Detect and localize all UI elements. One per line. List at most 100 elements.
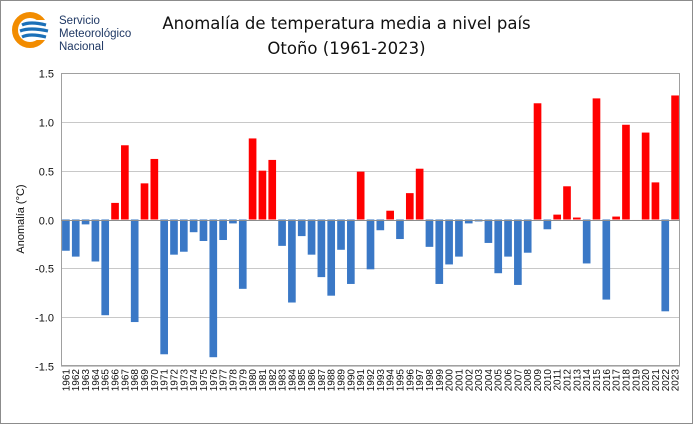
x-tick-label: 1977 (219, 369, 230, 392)
bar-1984 (288, 219, 296, 303)
bar-1998 (425, 219, 434, 247)
x-tick-label: 1961 (61, 369, 72, 392)
x-tick-label: 2006 (504, 369, 515, 392)
bar-2013 (573, 217, 581, 220)
bar-2014 (582, 219, 591, 264)
y-tick-label: 1.0 (39, 118, 54, 130)
bar-1987 (317, 219, 326, 278)
bar-2007 (514, 219, 522, 285)
bar-1980 (248, 138, 257, 220)
bar-1991 (356, 171, 365, 220)
bar-1975 (199, 219, 208, 241)
bar-2005 (494, 219, 503, 274)
bar-1999 (435, 219, 444, 284)
bar-2006 (504, 219, 512, 257)
bar-2021 (651, 182, 660, 220)
x-tick-label: 2022 (661, 369, 672, 392)
x-tick-label: 1989 (337, 369, 348, 392)
bar-1967 (121, 145, 129, 220)
x-tick-label: 1998 (425, 369, 436, 392)
bar-1962 (71, 219, 80, 257)
x-tick-label: 1972 (169, 369, 180, 392)
x-tick-label: 2020 (641, 369, 652, 392)
bar-2000 (445, 219, 453, 265)
bar-2008 (523, 219, 532, 253)
bar-1995 (396, 219, 404, 240)
x-tick-label: 2004 (484, 369, 495, 392)
x-tick-label: 1978 (228, 369, 239, 392)
bar-2009 (533, 103, 542, 220)
x-tick-label: 2018 (621, 369, 632, 392)
bar-1971 (160, 219, 168, 355)
bar-1988 (327, 219, 336, 296)
x-tick-label: 1991 (356, 369, 367, 392)
x-tick-label: 2019 (631, 369, 642, 392)
smn-logo-icon (12, 12, 52, 48)
x-tick-label: 1997 (415, 369, 426, 392)
bar-2020 (641, 132, 650, 220)
x-tick-label: 1996 (405, 369, 416, 392)
bar-1976 (209, 219, 218, 358)
bar-1993 (376, 219, 385, 231)
bar-1982 (268, 159, 277, 220)
x-tick-label: 1983 (278, 369, 289, 392)
x-tick-label: 2012 (563, 369, 574, 392)
bar-2001 (455, 219, 463, 257)
bar-1985 (297, 219, 306, 237)
x-tick-label: 1970 (150, 369, 161, 392)
x-tick-label: 1990 (346, 369, 357, 392)
org-line-3: Nacional (59, 41, 104, 53)
bar-2018 (622, 124, 630, 220)
bar-1983 (278, 219, 286, 246)
x-tick-label: 1999 (435, 369, 446, 392)
x-tick-label: 1967 (120, 369, 131, 392)
bar-1986 (307, 219, 316, 255)
x-tick-label: 2023 (671, 369, 682, 392)
x-tick-label: 2015 (592, 369, 603, 392)
org-name: Servicio Meteorológico Nacional (59, 15, 131, 54)
x-tick-label: 2016 (602, 369, 613, 392)
x-tick-label: 1965 (101, 369, 112, 392)
x-tick-label: 2003 (474, 369, 485, 392)
x-tick-label: 1980 (248, 369, 259, 392)
x-tick-label: 1992 (366, 369, 377, 392)
bar-1974 (189, 219, 198, 233)
bar-1973 (179, 219, 188, 252)
x-tick-label: 1963 (81, 369, 92, 392)
x-tick-label: 1968 (130, 369, 141, 392)
x-tick-label: 2002 (464, 369, 475, 392)
x-tick-label: 2021 (651, 369, 662, 392)
x-tick-label: 2005 (494, 369, 505, 392)
bar-2022 (661, 219, 670, 312)
bar-1969 (140, 183, 149, 220)
x-tick-label: 1986 (307, 369, 318, 392)
bar-2015 (592, 98, 601, 220)
x-tick-label: 1988 (327, 369, 338, 392)
y-tick-label: 0.5 (39, 167, 54, 179)
bar-1994 (386, 210, 394, 220)
bar-2023 (671, 95, 679, 220)
x-tick-label: 1974 (189, 369, 200, 392)
x-tick-label: 1971 (160, 369, 171, 392)
x-tick-label: 1973 (179, 369, 190, 392)
bar-1997 (415, 168, 424, 220)
bar-1990 (347, 219, 355, 284)
bar-1979 (238, 219, 247, 289)
bar-1978 (229, 219, 237, 224)
bar-1968 (130, 219, 139, 323)
org-line-1: Servicio (59, 15, 100, 27)
chart-subtitle: Otoño (1961-2023) (267, 39, 426, 58)
bar-2010 (543, 219, 552, 230)
bar-1992 (366, 219, 375, 270)
bar-1977 (219, 219, 227, 241)
x-tick-label: 2008 (523, 369, 534, 392)
x-tick-label: 1995 (395, 369, 406, 392)
bar-2016 (602, 219, 611, 300)
x-tick-label: 1982 (268, 369, 279, 392)
x-tick-label: 1964 (91, 369, 102, 392)
x-tick-label: 1979 (238, 369, 249, 392)
y-tick-label: 1.5 (39, 69, 54, 81)
bar-2012 (563, 186, 571, 220)
org-line-2: Meteorológico (59, 28, 132, 40)
